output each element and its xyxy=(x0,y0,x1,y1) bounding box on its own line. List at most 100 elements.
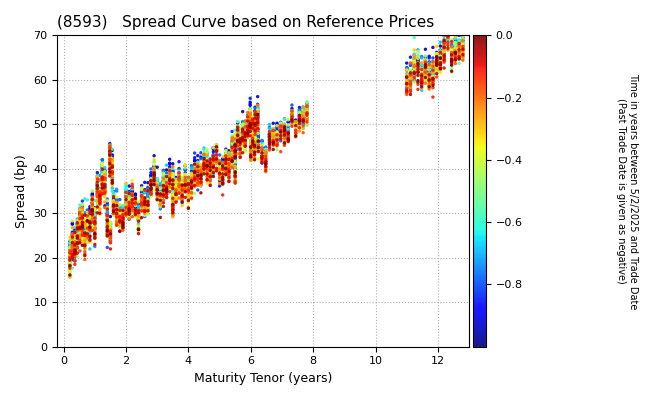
Point xyxy=(84,218,95,224)
Point xyxy=(287,108,297,115)
Point xyxy=(130,206,140,213)
Point xyxy=(70,249,80,255)
Point xyxy=(187,185,197,192)
Point xyxy=(276,119,286,126)
Point xyxy=(187,176,197,183)
Point xyxy=(97,174,107,181)
Point xyxy=(99,188,110,194)
Point xyxy=(111,205,122,212)
Point xyxy=(183,194,194,201)
Point xyxy=(424,76,434,82)
Point xyxy=(127,204,137,210)
Point xyxy=(245,117,255,124)
Point xyxy=(208,165,218,172)
Point xyxy=(124,202,135,208)
Point xyxy=(90,211,100,218)
Point xyxy=(276,148,286,155)
Point xyxy=(250,142,260,149)
Point xyxy=(130,202,140,208)
Point xyxy=(424,77,434,83)
Point xyxy=(443,34,453,40)
Point xyxy=(118,225,128,231)
Point xyxy=(220,157,231,163)
Point xyxy=(124,206,135,213)
Point xyxy=(237,130,248,136)
Point xyxy=(458,50,468,57)
Point xyxy=(233,132,243,139)
Point xyxy=(402,81,412,88)
Point xyxy=(240,129,250,136)
Point xyxy=(454,54,464,60)
Point xyxy=(302,113,312,120)
Point xyxy=(250,113,261,120)
Point xyxy=(124,207,135,213)
Point xyxy=(152,164,162,170)
Point xyxy=(291,124,301,131)
Point xyxy=(253,142,263,148)
Point xyxy=(450,46,461,53)
Point xyxy=(99,181,110,188)
Point xyxy=(142,188,153,194)
Point xyxy=(174,181,184,187)
Point xyxy=(133,213,144,220)
Point xyxy=(405,74,415,80)
Point xyxy=(218,168,228,174)
Point xyxy=(294,113,305,119)
Point xyxy=(97,176,107,182)
Point xyxy=(443,37,453,44)
Point xyxy=(250,135,261,141)
Point xyxy=(436,39,446,46)
Point xyxy=(436,61,446,67)
Point xyxy=(168,167,178,173)
Point xyxy=(250,140,260,147)
Point xyxy=(405,70,415,77)
Point xyxy=(230,166,240,172)
Point xyxy=(187,181,197,187)
Point xyxy=(252,122,263,128)
Point xyxy=(155,199,166,205)
Point xyxy=(436,58,446,64)
Point xyxy=(183,187,194,194)
Point xyxy=(121,198,131,205)
Point xyxy=(205,160,215,167)
Point xyxy=(118,221,128,227)
Point xyxy=(443,34,453,41)
Point xyxy=(133,223,144,229)
Point xyxy=(257,154,267,160)
Point xyxy=(218,170,228,177)
Point xyxy=(199,161,209,168)
Point xyxy=(152,189,162,195)
Point xyxy=(97,163,107,169)
Point xyxy=(417,81,427,87)
Point xyxy=(199,167,209,173)
Point xyxy=(237,136,248,143)
Point xyxy=(87,196,98,202)
Point xyxy=(99,173,110,179)
Point xyxy=(105,146,115,152)
Point xyxy=(242,113,253,120)
Point xyxy=(252,108,263,114)
Point xyxy=(253,132,263,138)
Point xyxy=(454,52,464,58)
Point xyxy=(230,142,240,148)
Point xyxy=(205,170,215,176)
Point xyxy=(276,133,286,140)
Point xyxy=(189,169,200,175)
Point xyxy=(240,128,250,134)
Point xyxy=(90,216,100,222)
Point xyxy=(114,207,125,214)
Point xyxy=(280,142,290,148)
Point xyxy=(152,191,162,198)
Point xyxy=(424,74,434,80)
Point xyxy=(95,172,105,179)
Point xyxy=(155,202,166,208)
Point xyxy=(92,183,103,189)
Point xyxy=(248,134,258,141)
Point xyxy=(105,173,115,179)
Point xyxy=(189,171,200,177)
Point xyxy=(65,257,75,264)
Point xyxy=(77,242,88,248)
Point xyxy=(220,168,231,174)
Point xyxy=(90,218,100,224)
Point xyxy=(220,152,231,158)
